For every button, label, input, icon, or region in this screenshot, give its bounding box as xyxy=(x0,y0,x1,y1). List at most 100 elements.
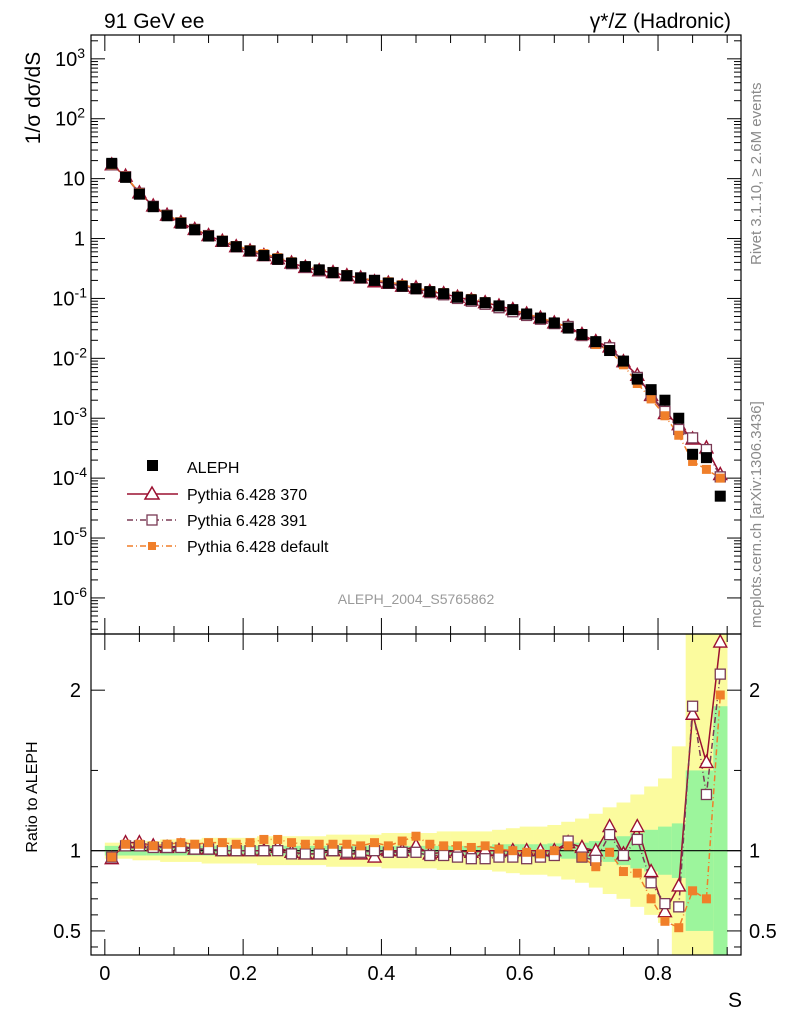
upper-point-aleph xyxy=(382,277,394,289)
upper-point-aleph xyxy=(272,253,284,265)
ratio-point-p391 xyxy=(438,849,450,862)
ratio-point-pdef xyxy=(148,841,158,851)
ratio-point-p391 xyxy=(617,849,630,862)
ratio-point-pdef xyxy=(300,839,310,849)
ratio-point-p391 xyxy=(714,668,726,680)
upper-point-aleph xyxy=(700,452,712,464)
ratio-point-pdef xyxy=(577,852,587,862)
lower-ytick-label-right: 2 xyxy=(749,680,760,702)
ratio-point-pdef xyxy=(563,841,573,851)
legend-label-aleph: ALEPH xyxy=(187,460,239,477)
upper-point-pdef xyxy=(701,464,711,474)
upper-point-aleph xyxy=(230,241,242,253)
ratio-point-pdef xyxy=(674,923,684,933)
ratio-point-pdef xyxy=(632,868,642,878)
upper-ytick-label: 1 xyxy=(74,229,85,251)
legend-marker-aleph xyxy=(147,460,158,471)
upper-line-p391 xyxy=(111,164,721,478)
header-left: 91 GeV ee xyxy=(104,10,204,33)
upper-point-aleph xyxy=(133,188,145,200)
upper-series xyxy=(104,156,728,502)
upper-point-aleph xyxy=(645,384,657,396)
ratio-point-p370 xyxy=(657,903,673,918)
upper-point-aleph xyxy=(548,317,560,329)
ratio-series xyxy=(104,633,728,933)
ratio-point-p370 xyxy=(643,863,659,878)
ratio-point-pdef xyxy=(715,690,725,700)
upper-point-aleph xyxy=(465,294,477,306)
upper-point-aleph xyxy=(161,210,173,222)
ratio-point-pdef xyxy=(259,834,269,844)
lower-ylabel: Ratio to ALEPH xyxy=(24,741,41,852)
upper-point-aleph xyxy=(451,291,463,303)
upper-ytick-label: 10-5 xyxy=(52,524,87,550)
upper-ytick-label: 10-6 xyxy=(52,584,87,610)
ratio-point-pdef xyxy=(356,841,366,851)
legend-label-p370: Pythia 6.428 370 xyxy=(187,487,307,504)
upper-ytick-label: 10-2 xyxy=(52,344,87,370)
ratio-point-p370 xyxy=(698,753,715,769)
upper-point-aleph xyxy=(507,304,519,316)
analysis-label: ALEPH_2004_S5765862 xyxy=(338,591,495,607)
upper-point-aleph xyxy=(341,270,353,282)
ratio-point-p391 xyxy=(396,846,408,858)
ratio-point-pdef xyxy=(439,841,449,851)
ratio-point-pdef xyxy=(273,834,283,844)
upper-point-pdef xyxy=(715,473,725,483)
upper-point-aleph xyxy=(534,312,546,324)
xtick-label: 0.8 xyxy=(644,963,672,985)
ratio-point-p391 xyxy=(631,833,643,846)
upper-ytick-label: 102 xyxy=(55,105,85,131)
upper-ytick-label: 10-4 xyxy=(52,464,87,490)
ratio-point-pdef xyxy=(480,841,490,851)
ratio-point-p391 xyxy=(299,848,312,860)
ratio-point-p370 xyxy=(671,877,687,892)
upper-point-aleph xyxy=(493,300,505,312)
upper-point-aleph xyxy=(355,272,367,284)
ratio-point-pdef xyxy=(370,838,380,848)
ratio-point-pdef xyxy=(162,839,172,849)
ratio-point-p391 xyxy=(451,851,464,863)
ratio-point-pdef xyxy=(231,839,241,849)
xlabel: S xyxy=(728,989,742,1012)
ratio-point-pdef xyxy=(342,839,352,849)
upper-point-aleph xyxy=(175,217,187,229)
ratio-point-pdef xyxy=(660,916,670,926)
upper-point-aleph xyxy=(604,345,616,357)
legend-label-p391: Pythia 6.428 391 xyxy=(187,513,307,530)
ratio-point-p391 xyxy=(272,845,284,857)
upper-point-aleph xyxy=(147,201,159,213)
upper-point-aleph xyxy=(258,250,270,262)
ratio-point-pdef xyxy=(204,838,214,848)
upper-point-pdef xyxy=(688,456,698,466)
upper-point-p391 xyxy=(686,432,699,444)
upper-point-aleph xyxy=(410,283,422,295)
ratio-point-pdef xyxy=(134,839,144,849)
lower-ytick-label-left: 2 xyxy=(70,680,81,702)
upper-point-aleph xyxy=(189,224,201,236)
xtick-label: 0.2 xyxy=(229,963,257,985)
ratio-point-p391 xyxy=(645,877,657,889)
ratio-point-pdef xyxy=(411,831,421,841)
ratio-point-p391 xyxy=(603,828,616,841)
lower-ytick-label-right: 0.5 xyxy=(749,921,777,943)
site-label: mcplots.cern.ch [arXiv:1306.3436] xyxy=(748,401,765,628)
upper-point-pdef xyxy=(660,411,670,421)
band-inner xyxy=(713,706,728,955)
xtick-label: 0.4 xyxy=(368,963,396,985)
lower-ytick-label-left: 0.5 xyxy=(53,921,81,943)
upper-point-aleph xyxy=(396,280,408,292)
ratio-point-pdef xyxy=(176,838,186,848)
ratio-point-pdef xyxy=(688,886,698,896)
upper-ytick-label: 103 xyxy=(55,45,85,71)
xtick-label: 0 xyxy=(99,963,110,985)
upper-point-aleph xyxy=(424,286,436,298)
ratio-point-p370 xyxy=(629,818,645,833)
ratio-point-p391 xyxy=(686,700,699,712)
ratio-point-pdef xyxy=(701,894,711,904)
upper-point-aleph xyxy=(106,157,118,169)
ratio-point-p391 xyxy=(673,901,685,913)
ratio-point-pdef xyxy=(190,839,200,849)
